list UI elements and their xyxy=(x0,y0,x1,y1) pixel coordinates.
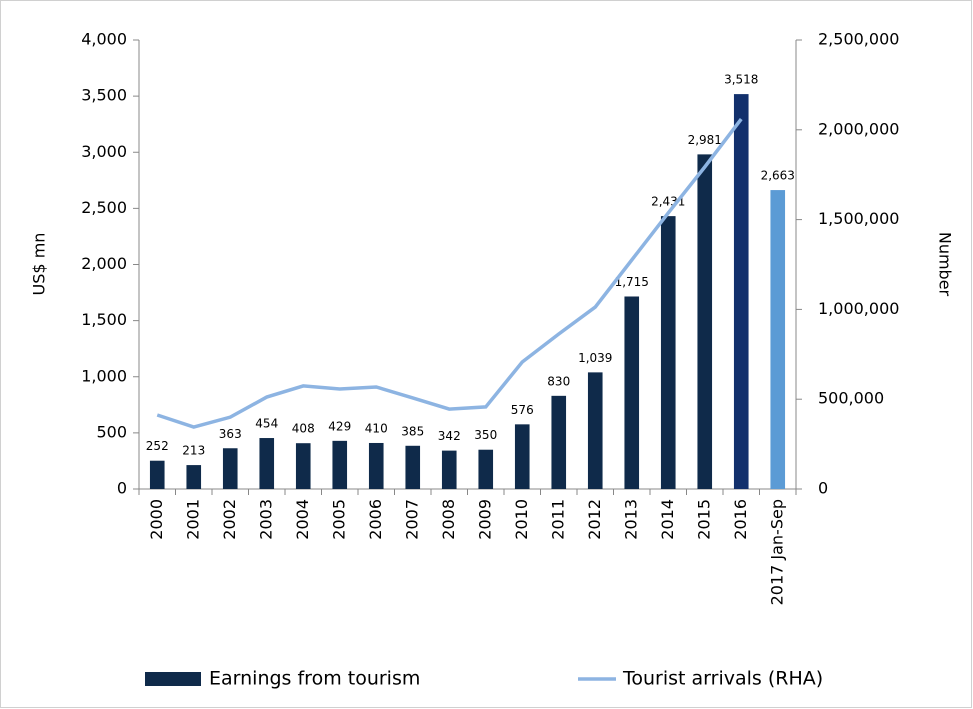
bar xyxy=(733,94,749,490)
y2-tick-label: 2,500,000 xyxy=(818,30,899,49)
bar xyxy=(441,450,457,489)
bar xyxy=(405,445,421,489)
data-label: 385 xyxy=(401,424,424,438)
bar xyxy=(770,190,786,489)
data-label: 429 xyxy=(328,419,351,433)
bar xyxy=(186,465,202,489)
bar xyxy=(332,440,348,489)
line xyxy=(156,117,743,429)
data-label: 213 xyxy=(182,444,205,458)
x-tick-label: 2001 xyxy=(183,499,202,540)
x-tick-label: 2016 xyxy=(731,499,750,540)
y-tick-label: 500 xyxy=(96,422,127,441)
y-tick-label: 1,000 xyxy=(81,366,127,385)
y-tick-label: 2,500 xyxy=(81,198,127,217)
x-tick-label: 2006 xyxy=(366,499,385,540)
y2-axis-title: Number xyxy=(936,232,955,297)
y2-tick-label: 1,000,000 xyxy=(818,299,899,318)
x-tick-label: 2014 xyxy=(658,499,677,540)
bar xyxy=(624,296,640,489)
x-tick-label: 2007 xyxy=(402,499,421,540)
bar xyxy=(697,154,713,489)
data-label: 3,518 xyxy=(724,73,758,87)
bar xyxy=(368,442,384,489)
x-tick-label: 2004 xyxy=(293,499,312,540)
x-tick-label: 2005 xyxy=(329,499,348,540)
y-tick-label: 4,000 xyxy=(81,30,127,49)
legend-label: Tourist arrivals (RHA) xyxy=(622,668,823,690)
x-tick-label: 2015 xyxy=(694,499,713,540)
x-tick-label: 2010 xyxy=(512,499,531,540)
y-axis-title: US$ mn xyxy=(30,233,49,296)
data-label: 408 xyxy=(292,422,315,436)
y2-tick-label: 0 xyxy=(818,479,828,498)
x-tick-label: 2009 xyxy=(475,499,494,540)
bar xyxy=(587,372,603,489)
y-tick-label: 1,500 xyxy=(81,310,127,329)
bar xyxy=(295,443,311,489)
y2-tick-label: 1,500,000 xyxy=(818,209,899,228)
x-tick-label: 2002 xyxy=(220,499,239,540)
x-tick-label: 2003 xyxy=(256,499,275,540)
y-tick-label: 2,000 xyxy=(81,254,127,273)
data-label: 830 xyxy=(547,374,570,388)
data-label: 410 xyxy=(365,421,388,435)
data-label: 342 xyxy=(438,429,461,443)
data-label: 252 xyxy=(146,439,169,453)
y-tick-label: 0 xyxy=(117,479,127,498)
data-label: 2,431 xyxy=(651,195,685,209)
data-label: 363 xyxy=(219,427,242,441)
x-tick-label: 2012 xyxy=(585,499,604,540)
y2-tick-label: 2,000,000 xyxy=(818,119,899,138)
y2-tick-label: 500,000 xyxy=(818,389,884,408)
data-label: 2,663 xyxy=(761,169,795,183)
y-tick-label: 3,500 xyxy=(81,86,127,105)
legend-label: Earnings from tourism xyxy=(209,668,420,690)
data-label: 1,715 xyxy=(615,275,649,289)
data-label: 2,981 xyxy=(688,133,722,147)
bar xyxy=(478,449,494,489)
bar xyxy=(551,395,567,489)
x-tick-label: 2011 xyxy=(548,499,567,540)
bar xyxy=(222,448,238,489)
x-tick-label: 2013 xyxy=(621,499,640,540)
x-tick-label: 2017 Jan-Sep xyxy=(767,499,786,605)
data-label: 1,039 xyxy=(578,351,612,365)
legend-swatch xyxy=(145,672,201,686)
data-label: 454 xyxy=(255,417,278,431)
bar xyxy=(259,438,275,489)
bar xyxy=(149,460,165,489)
data-label: 350 xyxy=(474,428,497,442)
y-tick-label: 3,000 xyxy=(81,142,127,161)
x-tick-label: 2000 xyxy=(147,499,166,540)
bar xyxy=(660,216,676,490)
x-tick-label: 2008 xyxy=(439,499,458,540)
data-label: 576 xyxy=(511,403,534,417)
bar xyxy=(514,424,530,489)
